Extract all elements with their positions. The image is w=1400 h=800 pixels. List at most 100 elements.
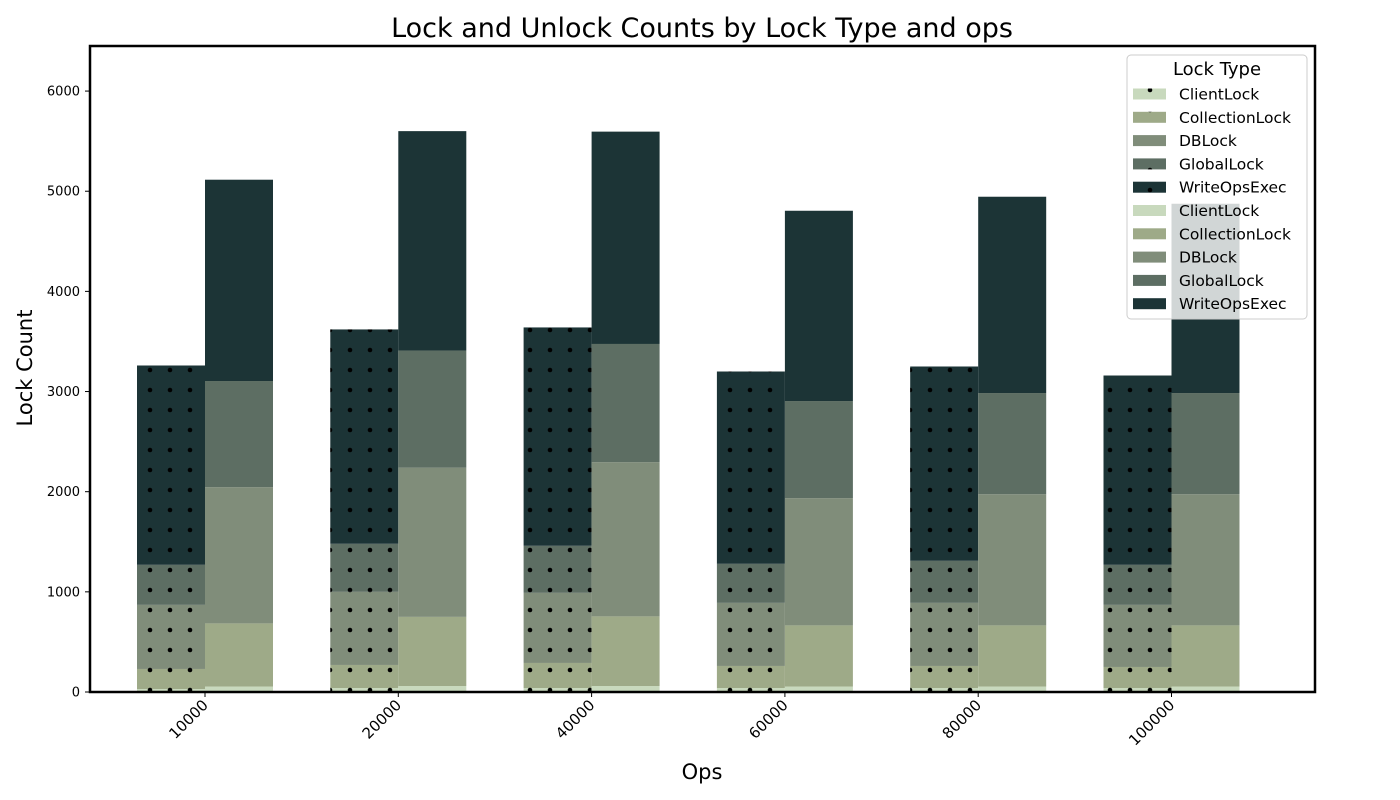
legend-dots-globallock-label: GlobalLock [1179, 155, 1264, 173]
bar-solid-dblock-40000 [591, 462, 660, 617]
bar-solid-dblock-10000 [205, 487, 273, 624]
y-axis-label: Lock Count [13, 310, 37, 427]
legend-dots-writeopsexec-swatch-hatch [1133, 181, 1166, 193]
x-tick-label: 10000 [165, 696, 211, 742]
y-tick-label: 0 [72, 686, 80, 701]
legend-solid-globallock-swatch [1133, 274, 1166, 286]
bar-dots-dblock-10000-hatch [137, 604, 205, 669]
bars-layer [137, 131, 1240, 692]
bar-solid-collectionlock-40000 [591, 616, 660, 686]
bar-dots-globallock-60000-hatch [716, 563, 785, 603]
bar-dots-collectionlock-80000-hatch [910, 665, 979, 688]
bar-dots-writeopsexec-40000-hatch [523, 327, 592, 546]
bar-dots-clientlock-60000-hatch [716, 687, 785, 692]
legend-dots-globallock-swatch-hatch [1133, 158, 1166, 170]
bar-dots-writeopsexec-20000-hatch [330, 329, 399, 544]
bar-solid-globallock-20000 [398, 350, 467, 468]
legend-dots-clientlock-label: ClientLock [1179, 86, 1259, 104]
x-axis-label: Ops [682, 760, 723, 784]
y-tick-label: 3000 [47, 385, 80, 400]
bar-solid-globallock-40000 [591, 343, 660, 463]
legend-dots-clientlock-swatch-hatch [1133, 88, 1166, 100]
bar-solid-clientlock-80000 [978, 686, 1047, 692]
legend-dots-collectionlock-swatch-hatch [1133, 111, 1166, 123]
bar-dots-clientlock-20000-hatch [330, 687, 399, 692]
bar-solid-clientlock-100000 [1171, 686, 1240, 692]
y-axis-ticks: 0 1000 2000 3000 4000 5000 6000 [47, 85, 90, 701]
bar-solid-clientlock-20000 [398, 685, 467, 692]
bar-solid-globallock-10000 [205, 381, 273, 488]
bar-dots-dblock-60000-hatch [716, 602, 785, 666]
x-axis-ticks: 10000 20000 40000 60000 80000 100000 [165, 692, 1178, 749]
bar-solid-collectionlock-60000 [784, 625, 853, 687]
bar-solid-globallock-60000 [784, 401, 853, 499]
legend-solid-writeopsexec-label: WriteOpsExec [1179, 295, 1287, 313]
legend-dots-writeopsexec-label: WriteOpsExec [1179, 179, 1287, 197]
bar-solid-collectionlock-100000 [1171, 625, 1240, 687]
bar-dots-clientlock-100000-hatch [1103, 687, 1172, 692]
bar-dots-clientlock-10000-hatch [137, 688, 205, 692]
bar-solid-writeopsexec-80000 [978, 196, 1047, 394]
bar-solid-collectionlock-10000 [205, 623, 273, 687]
x-tick-label: 40000 [552, 696, 598, 742]
legend-solid-dblock-label: DBLock [1179, 249, 1237, 267]
legend-dots-collectionlock-label: CollectionLock [1179, 109, 1291, 127]
bar-dots-collectionlock-40000-hatch [523, 662, 592, 688]
legend-solid-globallock-label: GlobalLock [1179, 272, 1264, 290]
legend-solid-clientlock-label: ClientLock [1179, 202, 1259, 220]
bar-solid-dblock-100000 [1171, 494, 1240, 626]
bar-dots-collectionlock-100000-hatch [1103, 666, 1172, 688]
bar-dots-clientlock-40000-hatch [523, 687, 592, 692]
legend-solid-collectionlock-swatch [1133, 228, 1166, 240]
legend-dots-dblock-swatch-hatch [1133, 135, 1166, 147]
x-tick-label: 100000 [1125, 696, 1178, 749]
legend-title: Lock Type [1173, 59, 1261, 80]
y-tick-label: 6000 [47, 85, 80, 100]
bar-solid-writeopsexec-60000 [784, 210, 853, 402]
bar-dots-dblock-20000-hatch [330, 591, 399, 665]
bar-solid-dblock-60000 [784, 498, 853, 626]
bar-dots-writeopsexec-10000-hatch [137, 365, 205, 565]
bar-dots-collectionlock-20000-hatch [330, 664, 399, 688]
legend-solid-clientlock-swatch [1133, 205, 1166, 216]
bar-dots-dblock-100000-hatch [1103, 604, 1172, 667]
legend-dots-dblock-label: DBLock [1179, 132, 1237, 150]
bar-solid-collectionlock-80000 [978, 625, 1047, 687]
legend: Lock Type ClientLock CollectionLock DBLock… [1126, 54, 1308, 320]
bar-solid-writeopsexec-20000 [398, 131, 467, 351]
bar-solid-writeopsexec-40000 [591, 131, 660, 344]
bar-solid-globallock-80000 [978, 393, 1047, 495]
bar-solid-globallock-100000 [1171, 393, 1240, 495]
x-tick-label: 20000 [359, 696, 405, 742]
x-tick-label: 80000 [939, 696, 985, 742]
legend-solid-writeopsexec-swatch [1133, 298, 1166, 310]
bar-dots-globallock-80000-hatch [910, 560, 979, 603]
bar-solid-collectionlock-20000 [398, 616, 467, 686]
bar-dots-writeopsexec-60000-hatch [716, 371, 785, 564]
bar-dots-collectionlock-10000-hatch [137, 668, 205, 689]
legend-box [1126, 54, 1308, 320]
bar-dots-dblock-80000-hatch [910, 602, 979, 666]
y-tick-label: 5000 [47, 185, 80, 200]
bar-dots-writeopsexec-80000-hatch [910, 366, 979, 561]
y-tick-label: 1000 [47, 585, 80, 600]
y-tick-label: 4000 [47, 285, 80, 300]
bar-dots-collectionlock-60000-hatch [716, 665, 785, 688]
bar-solid-clientlock-40000 [591, 685, 660, 692]
plot-frame [88, 44, 1317, 694]
y-tick-label: 2000 [47, 485, 80, 500]
bar-dots-globallock-40000-hatch [523, 545, 592, 593]
bar-dots-clientlock-80000-hatch [910, 687, 979, 692]
x-tick-label: 60000 [745, 696, 791, 742]
bar-dots-writeopsexec-100000-hatch [1103, 375, 1172, 565]
bar-dots-globallock-20000-hatch [330, 543, 399, 592]
legend-solid-dblock-swatch [1133, 251, 1166, 263]
bar-solid-clientlock-60000 [784, 686, 853, 692]
bar-solid-dblock-20000 [398, 467, 467, 617]
chart-title: Lock and Unlock Counts by Lock Type and … [391, 13, 1013, 44]
bar-solid-dblock-80000 [978, 494, 1047, 626]
bar-dots-dblock-40000-hatch [523, 592, 592, 663]
bar-dots-globallock-10000-hatch [137, 564, 205, 605]
bar-solid-clientlock-10000 [205, 686, 273, 692]
